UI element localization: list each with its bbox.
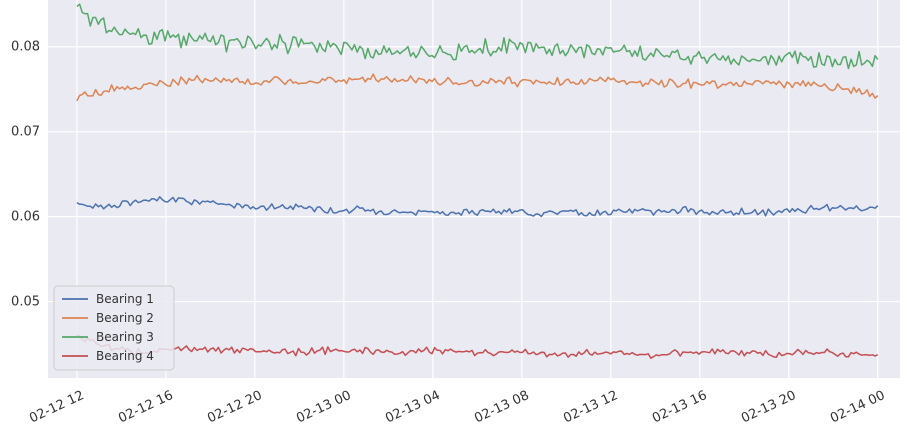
series-lines — [76, 3, 879, 359]
series-line-1 — [76, 196, 879, 218]
y-tick-label: 0.08 — [11, 40, 40, 55]
legend: Bearing 1 Bearing 2 Bearing 3 Bearing 4 — [53, 285, 175, 371]
legend-label: Bearing 4 — [96, 349, 154, 363]
x-tick-label: 02-13 08 — [472, 388, 531, 426]
x-tick-label: 02-13 20 — [739, 388, 798, 426]
legend-box — [53, 285, 175, 371]
x-tick-label: 02-12 20 — [205, 388, 264, 426]
series-line-2 — [76, 73, 879, 102]
x-gridlines — [76, 0, 879, 378]
x-tick-label: 02-13 04 — [383, 388, 442, 426]
x-axis-tick-labels: 02-12 12 02-12 16 02-12 20 02-13 00 02-13 04… — [27, 388, 887, 426]
y-tick-label: 0.07 — [11, 125, 40, 140]
x-tick-label: 02-12 16 — [116, 388, 175, 426]
y-tick-label: 0.05 — [11, 295, 40, 310]
x-tick-label: 02-13 00 — [294, 388, 353, 426]
y-tick-label: 0.06 — [11, 210, 40, 225]
x-tick-label: 02-14 00 — [828, 388, 887, 426]
legend-label: Bearing 3 — [96, 330, 154, 344]
y-gridlines — [48, 46, 900, 303]
legend-label: Bearing 2 — [96, 311, 154, 325]
series-line-3 — [76, 3, 879, 70]
x-tick-label: 02-13 16 — [650, 388, 709, 426]
legend-label: Bearing 1 — [96, 292, 154, 306]
x-tick-label: 02-12 12 — [27, 388, 86, 426]
y-axis-tick-labels: 0.05 0.06 0.07 0.08 — [11, 40, 40, 310]
plot-area — [48, 0, 900, 378]
x-tick-label: 02-13 12 — [561, 388, 620, 426]
series-line-4 — [76, 334, 879, 359]
